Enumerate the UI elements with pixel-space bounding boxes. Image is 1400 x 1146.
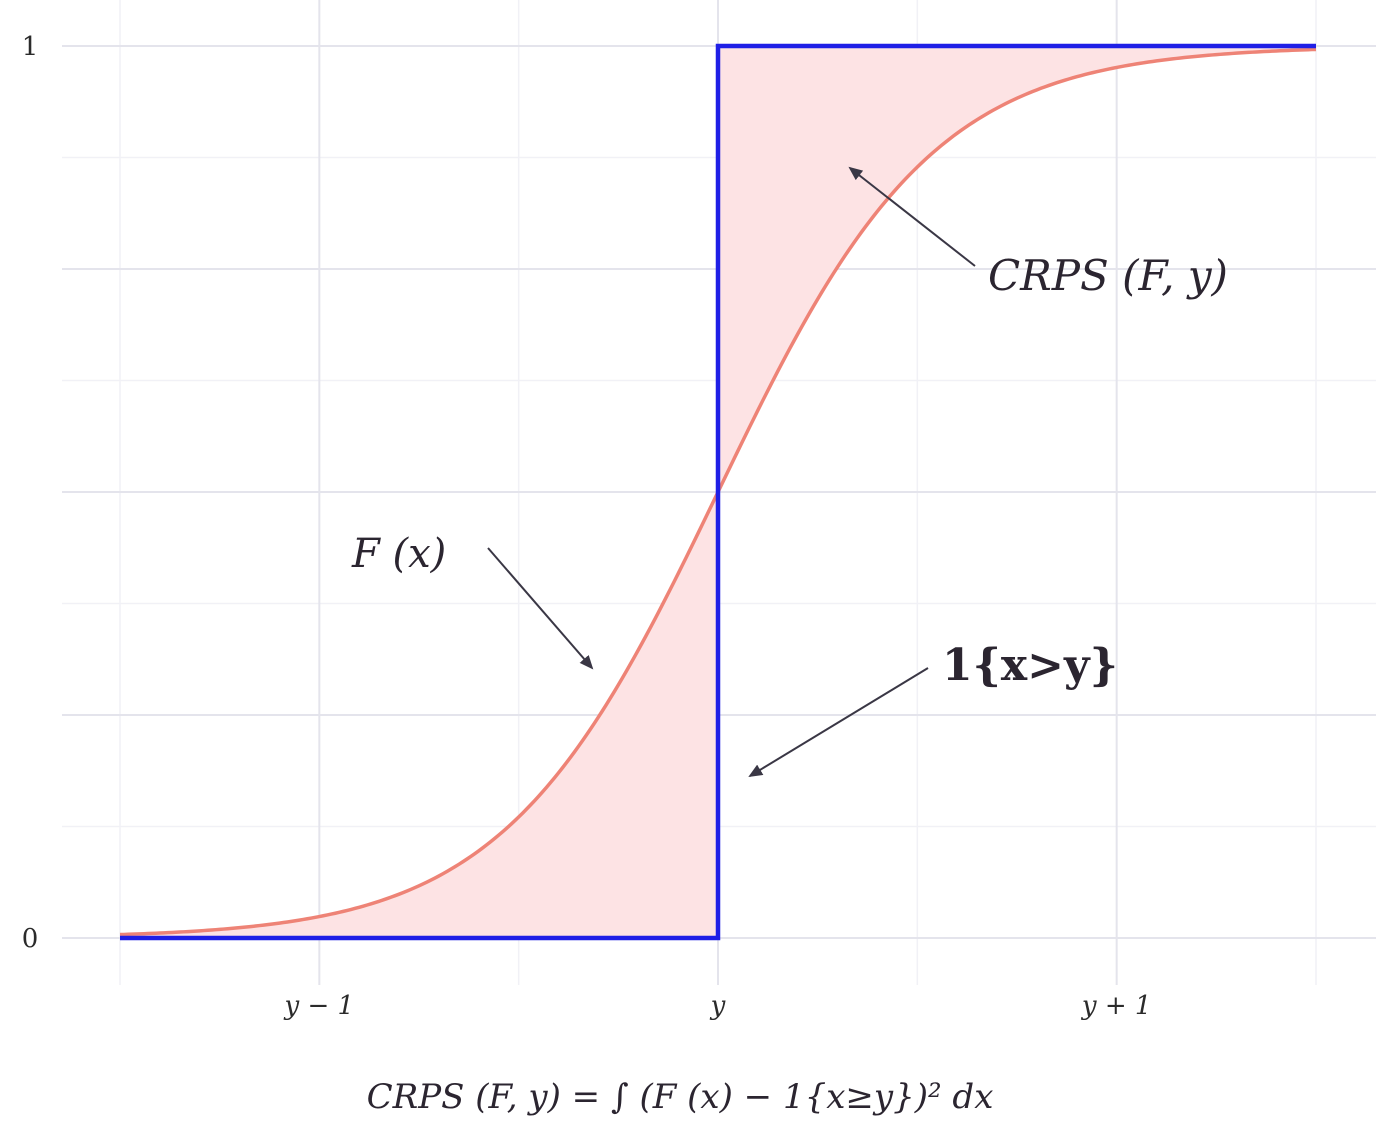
annotation-indicator: 1{x>y} — [748, 640, 1118, 778]
x-tick-labels: y − 1 y y + 1 — [284, 991, 1152, 1021]
y-tick-labels: 01 — [22, 32, 39, 954]
annotation-indicator-arrow — [748, 667, 929, 778]
annotation-crps-label: CRPS (F, y) — [988, 251, 1228, 300]
x-tick-label: y − 1 — [284, 991, 355, 1021]
annotation-indicator-label: 1{x>y} — [942, 640, 1118, 691]
annotation-crps-arrow — [848, 166, 976, 267]
annotation-cdf-label: F (x) — [351, 531, 446, 577]
y-tick-label: 1 — [22, 32, 39, 62]
annotation-cdf: F (x) — [351, 531, 594, 670]
annotation-cdf-arrow — [487, 547, 594, 670]
annotation-crps: CRPS (F, y) — [848, 166, 1228, 300]
x-tick-label: y + 1 — [1081, 991, 1152, 1021]
y-tick-label: 0 — [22, 924, 39, 954]
indicator-step-line — [120, 43, 1316, 941]
x-axis-formula: CRPS (F, y) = ∫ (F (x) − 1{x≥y})² dx — [367, 1077, 994, 1117]
x-tick-label: y — [710, 991, 726, 1021]
